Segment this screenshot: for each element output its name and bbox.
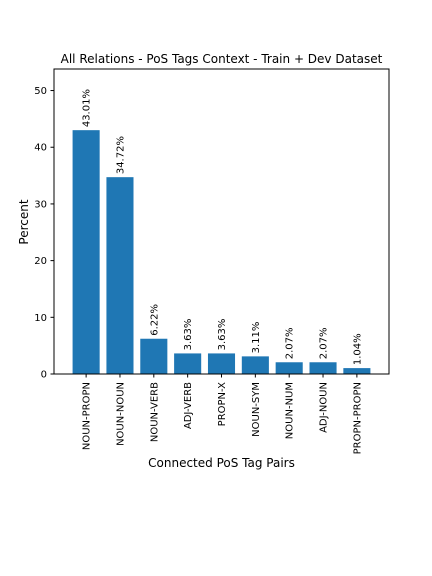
- data-label-noun-num: 2.07%: [285, 327, 296, 359]
- data-label-propn-x: 3.63%: [217, 319, 228, 351]
- x-tick-label-noun-sym: NOUN-SYM: [251, 382, 262, 437]
- data-label-propn-propn: 1.04%: [352, 333, 363, 365]
- x-tick-label-noun-num: NOUN-NUM: [285, 382, 296, 439]
- bar-noun-num: [275, 362, 303, 374]
- y-tick-label: 0: [41, 370, 47, 381]
- x-tick-label-propn-propn: PROPN-PROPN: [352, 382, 363, 454]
- x-axis-label: Connected PoS Tag Pairs: [148, 456, 295, 470]
- y-tick-label: 50: [34, 86, 47, 97]
- bar-noun-propn: [72, 130, 100, 374]
- y-axis: 0 10 20 30 40 50: [34, 86, 54, 381]
- y-tick-label: 40: [34, 143, 47, 154]
- bar-propn-propn: [343, 368, 371, 374]
- y-tick-label: 20: [34, 256, 47, 267]
- bar-adj-verb: [174, 353, 202, 374]
- bars-layer: 43.01% 34.72% 6.22% 3.63% 3.63% 3.11% 2.07% 2.0…: [72, 89, 371, 374]
- bar-adj-noun: [309, 362, 337, 374]
- bar-propn-x: [207, 353, 236, 374]
- bar-noun-verb: [140, 338, 168, 374]
- x-tick-label-propn-x: PROPN-X: [217, 382, 228, 426]
- bar-noun-sym: [241, 356, 269, 374]
- chart-title: All Relations - PoS Tags Context - Train…: [61, 52, 383, 66]
- x-tick-label-noun-verb: NOUN-VERB: [149, 382, 160, 442]
- x-tick-label-adj-noun: ADJ-NOUN: [319, 382, 330, 433]
- data-label-noun-noun: 34.72%: [115, 136, 126, 174]
- y-tick-label: 30: [34, 199, 47, 210]
- data-label-noun-verb: 6.22%: [149, 304, 160, 336]
- x-tick-label-adj-verb: ADJ-VERB: [183, 382, 194, 429]
- y-tick-label: 10: [34, 313, 47, 324]
- data-label-noun-propn: 43.01%: [82, 89, 93, 127]
- plot-frame: [53, 68, 390, 375]
- data-label-adj-noun: 2.07%: [319, 327, 330, 359]
- x-tick-label-noun-propn: NOUN-PROPN: [82, 382, 93, 450]
- bar-noun-noun: [106, 177, 134, 374]
- data-label-noun-sym: 3.11%: [251, 322, 262, 354]
- x-tick-label-noun-noun: NOUN-NOUN: [115, 382, 126, 446]
- data-label-adj-verb: 3.63%: [183, 319, 194, 351]
- x-axis: NOUN-PROPN NOUN-NOUN NOUN-VERB ADJ-VERB PROP…: [82, 374, 363, 454]
- y-axis-label: Percent: [17, 199, 31, 244]
